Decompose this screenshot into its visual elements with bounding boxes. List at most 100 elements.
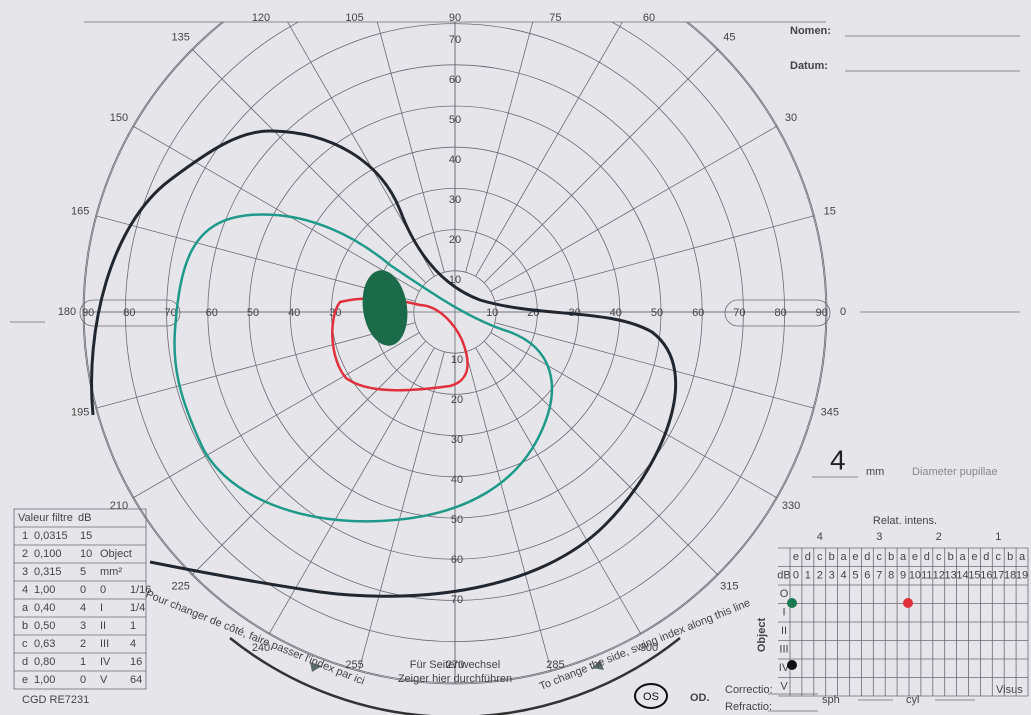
meridian — [475, 347, 642, 635]
center-note-1: Für Seitenwechsel — [410, 659, 501, 671]
meridian-label: 120 — [252, 12, 270, 24]
h-scale-label: 40 — [610, 307, 622, 319]
letter-label: c — [817, 551, 823, 563]
meridian-label: 195 — [71, 406, 89, 418]
table-cell: 64 — [130, 674, 142, 686]
meridian-label: 315 — [720, 580, 738, 592]
v-scale-label: 70 — [449, 34, 461, 46]
table-cell: 0,100 — [34, 548, 62, 560]
meridian — [465, 351, 552, 672]
table-cell: 0 — [80, 584, 86, 596]
meridian-label: 45 — [723, 32, 735, 44]
column-label: 12 — [933, 570, 945, 582]
letter-label: b — [948, 551, 954, 563]
table-cell: mm² — [100, 566, 122, 578]
table-cell: 16 — [130, 656, 142, 668]
scotoma — [362, 270, 408, 346]
column-label: 5 — [852, 570, 858, 582]
column-label: 6 — [864, 570, 870, 582]
column-label: 3 — [829, 570, 835, 582]
isopter-middle — [173, 213, 554, 523]
visus: Visus — [996, 684, 1023, 696]
table-cell: a — [22, 602, 29, 614]
meridian-label: 240 — [252, 642, 270, 654]
pupil-value: 4 — [830, 444, 846, 475]
meridian — [490, 332, 778, 499]
refraction: Refractio: — [725, 701, 772, 713]
h-scale-label: 90 — [82, 307, 94, 319]
correction: Correctio: — [725, 684, 773, 696]
table-cell: e — [22, 674, 28, 686]
table-cell: 4 — [80, 602, 86, 614]
h-scale-label: 80 — [774, 307, 786, 319]
letter-label: a — [840, 551, 847, 563]
os-circle — [634, 683, 668, 709]
h-scale-label: 70 — [733, 307, 745, 319]
v-scale-label: 40 — [451, 474, 463, 486]
table-cell: 4 — [130, 638, 136, 650]
h-scale-label: 80 — [123, 307, 135, 319]
intensity-grid: Relat. intens.4 3 2 1e d c b a e d c b a e d c b a e d c b adB… — [756, 515, 1029, 697]
letter-label: b — [888, 551, 894, 563]
group-label: 2 — [936, 531, 942, 543]
meridian-label: 60 — [643, 12, 655, 24]
meridian — [483, 340, 719, 576]
letter-label: a — [900, 551, 907, 563]
v-scale-label: 50 — [451, 514, 463, 526]
group-label: 4 — [817, 531, 823, 543]
meridian-label: 0 — [840, 306, 846, 318]
meridian-label: 75 — [549, 12, 561, 24]
table-cell: 1 — [80, 656, 86, 668]
pupil-unit: mm — [866, 466, 884, 478]
meridian — [132, 125, 420, 292]
h-scale-label: 60 — [206, 307, 218, 319]
dot-green — [787, 598, 797, 608]
table-cell: 2 — [22, 548, 28, 560]
meridian-label: 150 — [110, 112, 128, 124]
dot-black — [787, 660, 797, 670]
dot-red — [903, 598, 913, 608]
letter-label: e — [852, 551, 858, 563]
v-scale-label: 10 — [451, 354, 463, 366]
row-label: IV — [779, 662, 790, 674]
h-scale-label: 60 — [692, 307, 704, 319]
meridian-label: 345 — [821, 406, 839, 418]
column-label: 17 — [992, 570, 1004, 582]
column-label: 1 — [805, 570, 811, 582]
letter-label: b — [829, 551, 835, 563]
table-cell: Object — [100, 548, 132, 560]
table-cell: 1,00 — [34, 674, 55, 686]
column-label: 18 — [1004, 570, 1016, 582]
table-header: dB — [78, 512, 91, 524]
letter-label: d — [924, 551, 930, 563]
column-label: 8 — [888, 570, 894, 582]
table-cell: 0 — [80, 674, 86, 686]
column-label: 14 — [956, 570, 968, 582]
center-note-2: Zeiger hier durchführen — [398, 673, 512, 685]
table-cell: 1,00 — [34, 584, 55, 596]
cyl: cyl — [906, 694, 919, 706]
meridian — [483, 48, 719, 284]
meridian — [191, 340, 427, 576]
table-cell: c — [22, 638, 28, 650]
table-cell: 0,80 — [34, 656, 55, 668]
letter-label: e — [971, 551, 977, 563]
isopter-inner — [331, 297, 469, 392]
table-cell: b — [22, 620, 28, 632]
letter-label: d — [805, 551, 811, 563]
meridian-label: 105 — [345, 12, 363, 24]
letter-label: e — [793, 551, 799, 563]
letter-label: e — [912, 551, 918, 563]
letter-label: d — [864, 551, 870, 563]
h-scale-label: 50 — [247, 307, 259, 319]
table-cell: 1 — [22, 530, 28, 542]
name-label: Nomen: — [790, 25, 831, 37]
meridian-label: 180 — [58, 306, 76, 318]
meridian-label: 15 — [824, 205, 836, 217]
table-cell: 0,50 — [34, 620, 55, 632]
column-label: 16 — [980, 570, 992, 582]
meridian — [95, 215, 416, 302]
